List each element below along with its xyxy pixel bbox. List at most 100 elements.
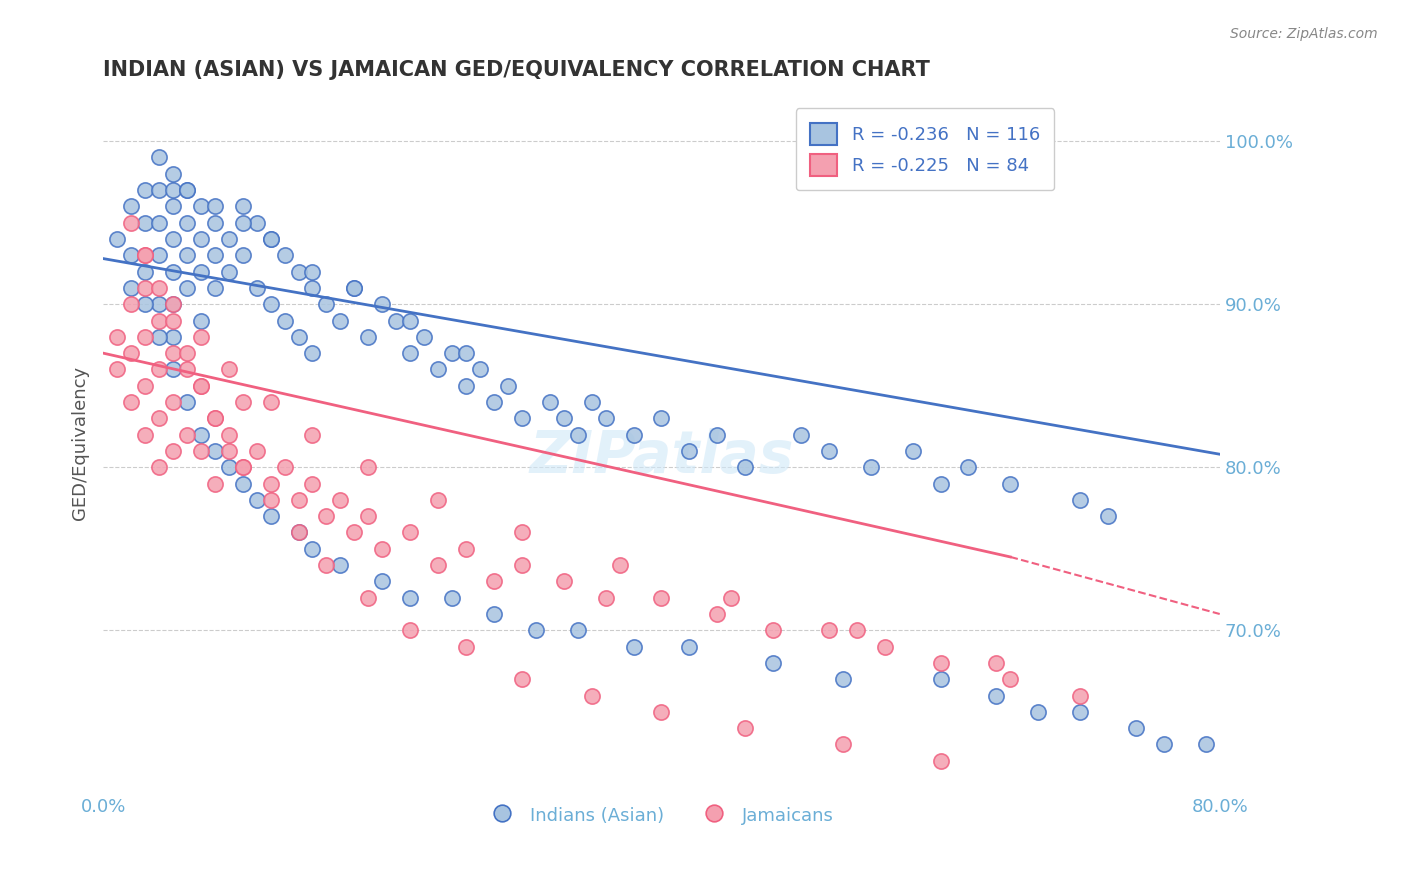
Point — [901, 444, 924, 458]
Point — [371, 541, 394, 556]
Point — [120, 199, 142, 213]
Point — [399, 346, 422, 360]
Point — [734, 460, 756, 475]
Point — [734, 721, 756, 735]
Point — [454, 378, 477, 392]
Point — [496, 378, 519, 392]
Point — [134, 264, 156, 278]
Point — [120, 346, 142, 360]
Point — [190, 330, 212, 344]
Point — [595, 411, 617, 425]
Point — [831, 738, 853, 752]
Point — [134, 183, 156, 197]
Point — [818, 444, 841, 458]
Point — [329, 313, 352, 327]
Point — [581, 395, 603, 409]
Point — [510, 672, 533, 686]
Point — [190, 378, 212, 392]
Point — [176, 427, 198, 442]
Point — [468, 362, 491, 376]
Point — [873, 640, 896, 654]
Point — [1195, 738, 1218, 752]
Point — [762, 656, 785, 670]
Point — [218, 362, 240, 376]
Point — [218, 232, 240, 246]
Point — [567, 427, 589, 442]
Point — [315, 558, 337, 573]
Text: INDIAN (ASIAN) VS JAMAICAN GED/EQUIVALENCY CORRELATION CHART: INDIAN (ASIAN) VS JAMAICAN GED/EQUIVALEN… — [103, 60, 929, 79]
Point — [957, 460, 980, 475]
Point — [343, 281, 366, 295]
Point — [427, 492, 450, 507]
Text: ZIPatlas: ZIPatlas — [529, 428, 793, 485]
Point — [595, 591, 617, 605]
Point — [232, 216, 254, 230]
Point — [148, 460, 170, 475]
Point — [581, 689, 603, 703]
Point — [859, 460, 882, 475]
Point — [148, 183, 170, 197]
Point — [301, 264, 323, 278]
Point — [510, 558, 533, 573]
Point — [162, 330, 184, 344]
Point — [148, 313, 170, 327]
Point — [929, 656, 952, 670]
Point — [176, 216, 198, 230]
Point — [273, 248, 295, 262]
Point — [482, 395, 505, 409]
Point — [650, 705, 672, 719]
Point — [343, 281, 366, 295]
Point — [259, 297, 281, 311]
Point — [190, 313, 212, 327]
Point — [120, 248, 142, 262]
Point — [162, 199, 184, 213]
Point — [301, 346, 323, 360]
Point — [986, 656, 1008, 670]
Point — [162, 444, 184, 458]
Point — [246, 492, 269, 507]
Point — [204, 248, 226, 262]
Point — [1069, 689, 1091, 703]
Text: Source: ZipAtlas.com: Source: ZipAtlas.com — [1230, 27, 1378, 41]
Point — [232, 460, 254, 475]
Point — [1026, 705, 1049, 719]
Point — [162, 297, 184, 311]
Point — [162, 346, 184, 360]
Point — [134, 248, 156, 262]
Point — [105, 330, 128, 344]
Point — [482, 574, 505, 589]
Point — [204, 444, 226, 458]
Point — [176, 183, 198, 197]
Point — [176, 395, 198, 409]
Point — [301, 427, 323, 442]
Point — [259, 232, 281, 246]
Point — [399, 591, 422, 605]
Point — [148, 411, 170, 425]
Point — [162, 183, 184, 197]
Point — [204, 216, 226, 230]
Point — [399, 525, 422, 540]
Point — [273, 313, 295, 327]
Point — [524, 624, 547, 638]
Point — [232, 199, 254, 213]
Point — [259, 476, 281, 491]
Point — [510, 411, 533, 425]
Point — [357, 330, 380, 344]
Point — [246, 444, 269, 458]
Point — [218, 427, 240, 442]
Point — [678, 444, 700, 458]
Point — [538, 395, 561, 409]
Point — [204, 476, 226, 491]
Point — [148, 151, 170, 165]
Point — [329, 492, 352, 507]
Point — [1069, 492, 1091, 507]
Point — [650, 411, 672, 425]
Point — [371, 574, 394, 589]
Point — [454, 346, 477, 360]
Point — [315, 509, 337, 524]
Point — [162, 232, 184, 246]
Point — [399, 313, 422, 327]
Point — [845, 624, 868, 638]
Point — [218, 444, 240, 458]
Point — [929, 672, 952, 686]
